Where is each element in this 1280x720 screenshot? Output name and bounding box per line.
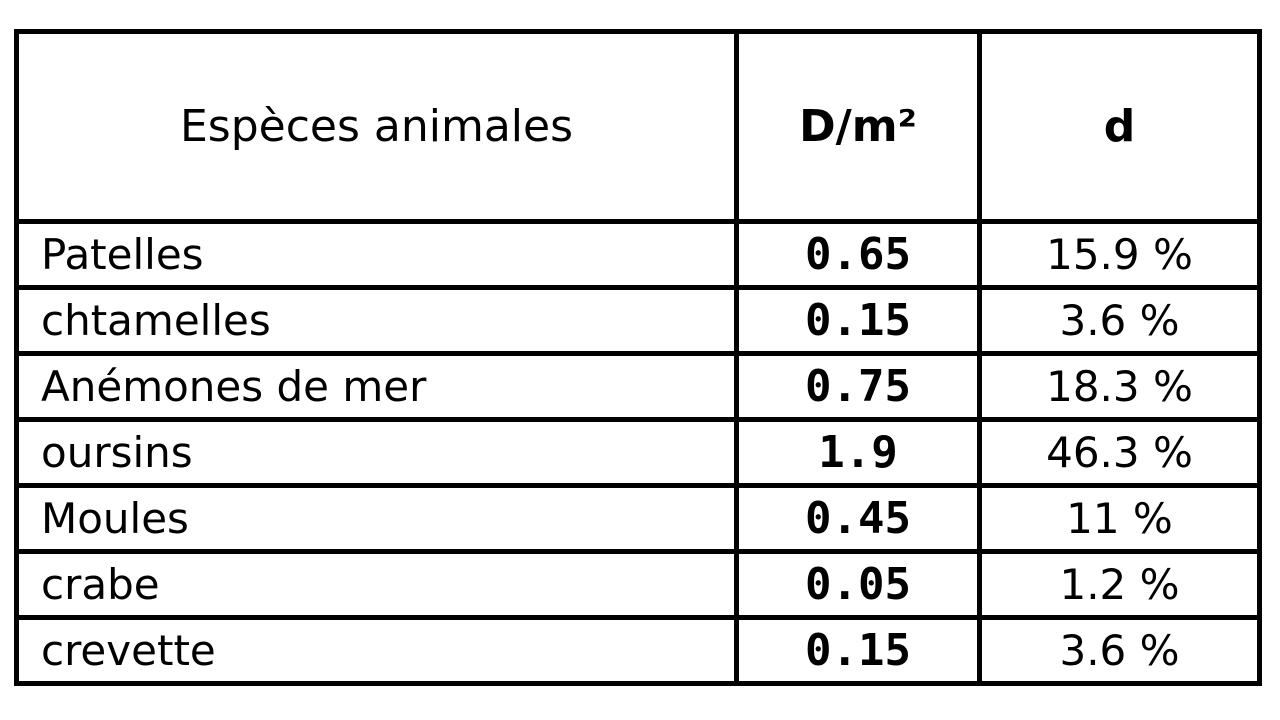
density-cell: 0.15 [734,615,982,686]
table-row: Patelles 0.65 15.9 % [14,219,1262,290]
dominance-cell: 18.3 % [977,351,1262,422]
species-cell: oursins [14,417,739,488]
density-cell: 0.65 [734,219,982,290]
species-cell: Moules [14,483,739,554]
dominance-cell: 3.6 % [977,285,1262,356]
dominance-cell: 15.9 % [977,219,1262,290]
density-cell: 0.75 [734,351,982,422]
header-density: D/m² [734,29,982,224]
dominance-cell: 1.2 % [977,549,1262,620]
species-density-table: Espèces animales D/m² d Patelles 0.65 15.9… [14,29,1262,686]
header-row: Espèces animales D/m² d [14,29,1262,224]
dominance-cell: 46.3 % [977,417,1262,488]
dominance-cell: 3.6 % [977,615,1262,686]
table-row: crevette 0.15 3.6 % [14,615,1262,686]
table-row: chtamelles 0.15 3.6 % [14,285,1262,356]
density-cell: 0.05 [734,549,982,620]
table-row: crabe 0.05 1.2 % [14,549,1262,620]
density-cell: 1.9 [734,417,982,488]
table-row: oursins 1.9 46.3 % [14,417,1262,488]
species-cell: crevette [14,615,739,686]
density-cell: 0.45 [734,483,982,554]
header-species: Espèces animales [14,29,739,224]
header-dominance: d [977,29,1262,224]
species-cell: chtamelles [14,285,739,356]
table-row: Anémones de mer 0.75 18.3 % [14,351,1262,422]
species-cell: Anémones de mer [14,351,739,422]
species-cell: crabe [14,549,739,620]
table-row: Moules 0.45 11 % [14,483,1262,554]
density-cell: 0.15 [734,285,982,356]
species-cell: Patelles [14,219,739,290]
dominance-cell: 11 % [977,483,1262,554]
